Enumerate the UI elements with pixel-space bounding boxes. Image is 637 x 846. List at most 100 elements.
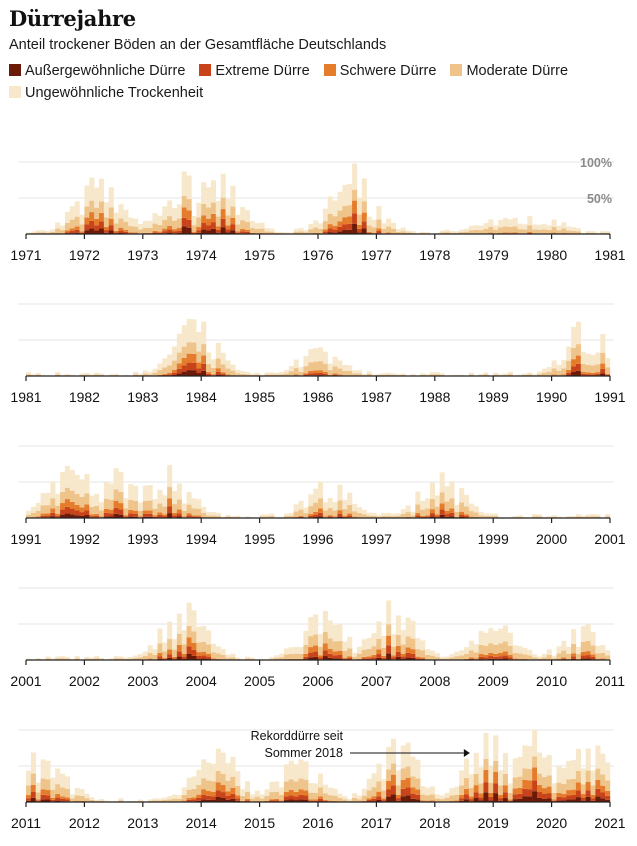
bar-segment [512,788,518,795]
bar-segment [449,516,455,518]
bar-segment [84,656,90,659]
bar-segment [332,200,338,217]
bar-segment [449,374,455,376]
bar-segment [410,787,416,794]
bar-segment [429,516,435,518]
bar-segment [269,799,275,801]
bar-segment [327,374,333,376]
bar-segment [600,753,606,775]
bar-segment [108,218,114,226]
bar-segment [128,800,134,802]
bar-segment [400,227,406,232]
bar-segment [274,800,280,802]
bar-segment [356,370,362,374]
bar-segment [279,787,285,795]
bar-segment [537,374,543,376]
bar-segment [196,368,202,374]
bar-segment [478,373,484,376]
bar-segment [322,363,328,372]
bar-segment [590,785,596,795]
bar-segment [84,658,90,660]
bar-segment [308,515,314,518]
bar-segment [561,359,567,369]
bar-segment [94,207,100,219]
bar-segment [206,515,212,518]
bar-segment [176,368,182,374]
bar-segment [84,206,90,218]
bar-segment [605,358,611,368]
bar-segment [449,654,455,658]
bar-segment [342,205,348,218]
bar-segment [308,636,314,648]
bar-segment [230,516,236,518]
bar-segment [512,652,518,659]
bar-segment [167,657,173,660]
bar-segment [157,643,163,654]
bar-segment [381,513,387,516]
bar-segment [230,776,236,788]
bar-segment [493,374,499,376]
bar-segment [220,197,226,210]
bar-segment [293,504,299,512]
bar-segment [342,657,348,659]
bar-segment [142,513,148,517]
bar-segment [566,372,572,376]
bar-segment [575,370,581,376]
bar-segment [55,515,61,518]
bar-segment [118,800,124,802]
bar-segment [464,777,470,789]
bar-segment [235,231,241,233]
bar-segment [376,781,382,792]
bar-segment [459,655,465,660]
bar-segment [60,796,66,799]
bar-segment [318,796,324,799]
bar-segment [318,655,324,658]
bar-segment [176,513,182,517]
bar-segment [429,374,435,376]
bar-segment [483,516,489,518]
annotation-arrowhead [463,749,470,757]
x-tick-label: 2017 [361,815,392,831]
bar-segment [210,800,216,802]
bar-segment [210,202,216,214]
bar-segment [502,785,508,793]
bar-segment [157,514,163,518]
bar-segment [483,654,489,658]
x-tick-label: 2007 [361,673,392,689]
bar-segment [322,371,328,374]
bar-segment [400,745,406,769]
bar-segment [60,230,66,234]
bar-segment [94,230,100,234]
bar-segment [356,232,362,234]
bar-segment [386,218,392,227]
bar-segment [502,373,508,375]
bar-segment [478,630,484,645]
bar-segment [313,614,319,635]
bar-segment [561,368,567,375]
bar-segment [288,647,294,654]
bar-segment [89,212,95,221]
bar-segment [269,374,275,376]
bar-segment [541,794,547,799]
bar-segment [269,372,275,375]
bar-segment [517,787,523,794]
bar-segment [468,511,474,517]
x-tick-label: 1993 [127,531,158,547]
bar-segment [498,785,504,795]
bar-segment [434,371,440,375]
x-tick-label: 2020 [536,815,567,831]
bar-segment [147,227,153,233]
bar-segment [249,798,255,802]
bar-segment [215,658,221,660]
bar-segment [142,655,148,660]
bar-segment [327,653,333,658]
bar-segment [249,220,255,228]
bar-segment [283,796,289,801]
bar-segment [444,792,450,798]
bar-segment [356,795,362,800]
bar-segment [366,216,372,226]
bar-segment [26,795,32,799]
x-tick-label: 2009 [478,673,509,689]
bar-segment [74,658,80,660]
bar-segment [230,653,236,658]
